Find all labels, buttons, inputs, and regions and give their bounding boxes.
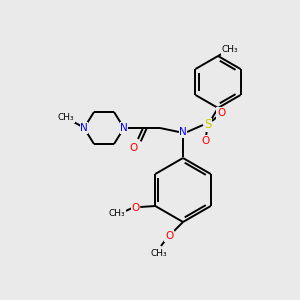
Text: O: O — [217, 108, 225, 118]
Text: O: O — [202, 136, 210, 146]
Text: O: O — [165, 231, 173, 241]
Text: S: S — [204, 118, 212, 131]
Text: CH₃: CH₃ — [109, 208, 126, 217]
Text: N: N — [80, 123, 88, 133]
Text: CH₃: CH₃ — [222, 46, 238, 55]
Text: O: O — [131, 203, 140, 213]
Text: CH₃: CH₃ — [151, 248, 167, 257]
Text: O: O — [130, 143, 138, 153]
Text: CH₃: CH₃ — [58, 113, 74, 122]
Text: N: N — [179, 127, 187, 137]
Text: N: N — [120, 123, 128, 133]
